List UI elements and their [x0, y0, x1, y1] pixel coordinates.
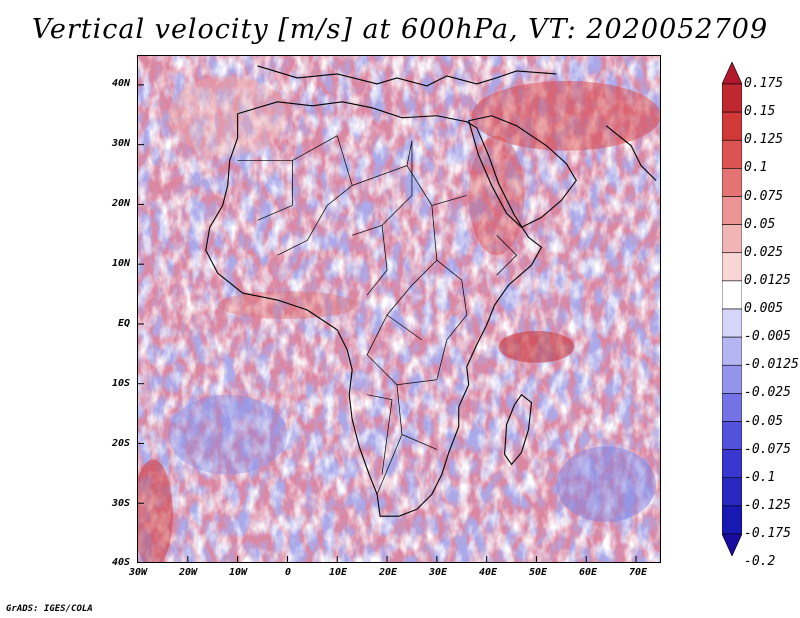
colorbar-swatch — [722, 364, 742, 394]
colorbar-swatch — [722, 280, 742, 310]
map-panel — [137, 55, 661, 563]
colorbar — [722, 62, 742, 556]
colorbar-tip-top — [722, 62, 742, 85]
lon-label: 10W — [228, 567, 248, 578]
colorbar-swatch — [722, 421, 742, 450]
colorbar-label: 0.005 — [744, 301, 784, 316]
colorbar-label: -0.1 — [744, 469, 776, 485]
colorbar-swatch — [722, 308, 742, 338]
lon-label: 50E — [528, 567, 548, 578]
lat-label: 30N — [111, 138, 130, 149]
colorbar-swatch — [722, 393, 742, 422]
colorbar-label: -0.05 — [744, 413, 784, 429]
colorbar-label: 0.1 — [744, 160, 768, 176]
colorbar-swatch — [722, 449, 742, 479]
region-northwest-atlantic — [167, 75, 288, 156]
colorbar-label: -0.005 — [744, 329, 791, 345]
colorbar-label: -0.025 — [744, 385, 791, 401]
lat-label: 20S — [111, 438, 130, 449]
colorbar-label: 0.175 — [744, 76, 784, 91]
colorbar-swatch — [722, 83, 742, 113]
colorbar-label: -0.125 — [744, 497, 791, 513]
colorbar-label: -0.175 — [744, 526, 791, 541]
map-title: Vertical velocity [m/s] at 600hPa, VT: 2… — [31, 14, 769, 45]
region-atlantic-downdraft — [167, 394, 288, 475]
lat-label: 40S — [111, 557, 130, 568]
lon-label: 20W — [178, 567, 198, 578]
colorbar-label: -0.2 — [744, 554, 776, 570]
lat-label: EQ — [117, 318, 130, 329]
footer-credit: GrADS: IGES/COLA — [6, 604, 93, 614]
lon-label: 30E — [428, 567, 448, 578]
lat-label: 10S — [111, 378, 130, 389]
africa-coastline — [205, 101, 543, 517]
colorbar-label: 0.125 — [744, 132, 784, 148]
lon-label: 20E — [378, 567, 398, 578]
europe-coastline — [257, 65, 557, 87]
lat-label: 40N — [111, 78, 130, 89]
colorbar-swatch — [722, 111, 742, 141]
region-south-atlantic-updraft — [138, 459, 173, 562]
lon-label: 60E — [578, 567, 598, 578]
lon-label: 0 — [284, 567, 292, 578]
india-coastline — [605, 125, 657, 181]
lat-label: 20N — [111, 198, 130, 209]
colorbar-swatch — [722, 336, 742, 366]
colorbar-swatch — [722, 139, 742, 169]
lon-label: 30W — [128, 567, 148, 578]
colorbar-label: 0.025 — [744, 244, 784, 260]
lon-label: 70E — [628, 567, 648, 578]
region-indian-ocean-updraft — [498, 330, 575, 363]
colorbar-swatch — [722, 505, 742, 535]
colorbar-label: 0.0125 — [744, 272, 791, 288]
colorbar-swatch — [722, 252, 742, 282]
colorbar-label: 0.075 — [744, 188, 784, 204]
lat-label: 30S — [111, 498, 130, 509]
colorbar-label: -0.0125 — [744, 357, 799, 373]
colorbar-label: 0.05 — [744, 216, 776, 232]
madagascar-coastline — [504, 393, 533, 466]
lon-label: 40E — [478, 567, 498, 578]
country-borders — [237, 135, 518, 495]
lat-label: 10N — [111, 258, 130, 269]
colorbar-label: 0.15 — [744, 104, 776, 120]
region-indian-ocean-downdraft — [556, 446, 656, 523]
vertical-velocity-map — [137, 55, 661, 563]
colorbar-swatch — [722, 168, 742, 197]
coastlines — [205, 65, 657, 517]
lon-label: 10E — [328, 567, 348, 578]
colorbar-swatch — [722, 196, 742, 225]
colorbar-label: -0.075 — [744, 441, 791, 457]
colorbar-swatch — [722, 224, 742, 254]
region-iran-updraft — [471, 80, 660, 151]
region-west-africa-updraft — [217, 291, 358, 319]
colorbar-swatch — [722, 477, 742, 507]
arabia-coastline — [468, 115, 577, 228]
frame-ticks — [138, 84, 637, 562]
colorbar-tip-bottom — [722, 533, 742, 556]
